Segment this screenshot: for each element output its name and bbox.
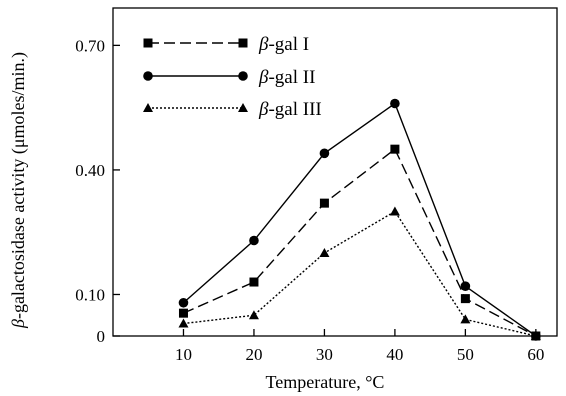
legend-item-2: β-gal II [143,67,315,88]
series-2-point-2 [249,235,259,246]
series-layer [178,98,541,341]
series-2-line [183,102,537,337]
x-tick-label-4: 50 [457,345,474,364]
series-3-point-1 [178,318,189,328]
y-axis-title: β-galactosidase activity (μmoles/min.) [8,52,29,329]
x-tick-label-1: 20 [245,345,262,364]
series-1-point-2 [249,277,259,287]
legend-label-3: β-gal III [258,99,322,120]
series-3-line [183,210,537,337]
y-tick-label-3: 0.70 [75,36,105,55]
series-2-point-5 [460,281,471,291]
series-2-point-3 [319,148,330,159]
series-1-point-5 [460,294,470,304]
x-axis: 10 20 30 40 50 60 [175,329,544,364]
series-1-point-4 [390,144,400,154]
y-axis: 0 0.10 0.40 0.70 [75,36,120,346]
y-tick-label-0: 0 [97,327,106,346]
legend-label-2: β-gal II [258,67,315,88]
x-tick-label-3: 40 [386,345,403,364]
plot-frame [112,7,558,337]
series-1-line [183,148,537,337]
series-3 [178,206,541,340]
series-2 [178,98,541,341]
legend-marker-start-3 [143,103,153,112]
legend-marker-start-2 [143,71,153,81]
x-tick-label-5: 60 [527,345,544,364]
y-tick-label-1: 0.10 [75,285,105,304]
series-3-point-4 [389,206,400,216]
legend-item-3: β-gal III [143,99,322,120]
x-tick-label-0: 10 [175,345,192,364]
series-3-point-3 [319,247,330,257]
series-1-point-3 [319,198,329,208]
series-1 [178,144,541,341]
series-2-point-1 [178,297,189,308]
legend-marker-end-1 [238,38,248,48]
series-1-point-1 [178,308,188,318]
legend-marker-end-3 [238,103,248,112]
x-tick-label-2: 30 [316,345,333,364]
legend-marker-end-2 [238,71,248,81]
legend-item-1: β-gal I [143,34,309,55]
series-3-point-2 [248,310,259,320]
x-axis-title: Temperature, °C [266,372,385,392]
series-2-point-4 [390,98,400,109]
series-3-point-6 [530,331,541,340]
y-tick-label-2: 0.40 [75,161,105,180]
legend-marker-start-1 [143,38,153,48]
series-3-point-5 [460,314,471,324]
legend-label-1: β-gal I [258,34,309,55]
legend: β-gal I β-gal II β-gal III [143,34,322,120]
